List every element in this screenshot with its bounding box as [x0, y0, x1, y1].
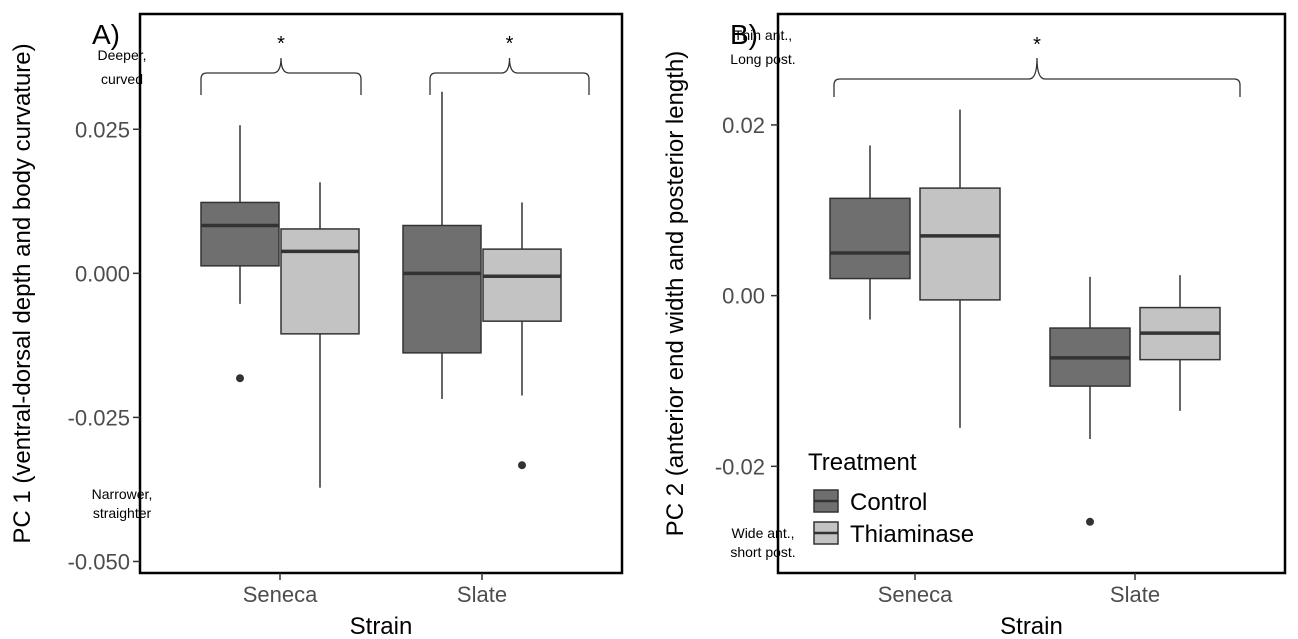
box-control-slate [402, 91, 482, 399]
y-tick-label: 0.00 [722, 284, 765, 309]
y-axis-title: PC 1 (ventral-dorsal depth and body curv… [9, 43, 36, 543]
box-control-seneca [200, 125, 280, 383]
box-iqr [402, 224, 482, 354]
box-thiaminase-seneca [280, 182, 360, 488]
y-tick-label: -0.050 [68, 549, 130, 574]
annotation-bottom-line: Narrower, [92, 486, 153, 502]
box-thiaminase-slate [482, 202, 562, 470]
y-tick-label: -0.025 [68, 405, 130, 430]
legend-title: Treatment [808, 449, 917, 476]
annotation-top-line: Thin ant., [734, 27, 792, 43]
outlier-point [518, 461, 526, 470]
significance-star: * [277, 33, 285, 55]
annotation-top-line: curved [101, 71, 143, 87]
legend-label: Thiaminase [850, 521, 974, 548]
x-tick-label: Seneca [243, 582, 318, 607]
box-iqr [919, 187, 1001, 301]
y-axis-title: PC 2 (anterior end width and posterior l… [662, 51, 689, 537]
annotation-top-line: Long post. [730, 51, 795, 67]
box-thiaminase-slate [1139, 275, 1221, 411]
significance-star: * [506, 33, 514, 55]
x-axis-title: Strain [1000, 613, 1063, 639]
box-control-slate [1049, 276, 1131, 526]
box-thiaminase-seneca [919, 109, 1001, 428]
x-tick-label: Slate [1110, 582, 1160, 607]
plot-frame-0 [138, 12, 624, 575]
annotation-bottom-line: straighter [93, 505, 152, 521]
box-iqr [829, 197, 911, 280]
legend-label: Control [850, 489, 927, 516]
legend-item-control: Control [813, 489, 927, 516]
significance-bracket [429, 57, 590, 95]
x-axis-title: Strain [350, 613, 413, 639]
panel-label: B) [730, 19, 758, 50]
outlier-point [236, 374, 244, 383]
legend-item-thiaminase: Thiaminase [813, 521, 974, 548]
box-control-seneca [829, 145, 911, 320]
box-iqr [280, 228, 360, 335]
annotation-bottom-line: Wide ant., [731, 525, 794, 541]
y-tick-label: -0.02 [715, 454, 765, 479]
outlier-point [1086, 517, 1094, 526]
y-tick-label: 0.000 [75, 261, 130, 286]
significance-star: * [1033, 34, 1041, 56]
annotation-bottom-line: short post. [730, 544, 795, 560]
box-iqr [200, 201, 280, 267]
annotation-top-line: Deeper, [97, 47, 146, 63]
y-tick-label: 0.025 [75, 117, 130, 142]
significance-bracket [200, 57, 362, 95]
significance-bracket [833, 57, 1241, 97]
panel-label: A) [92, 19, 120, 50]
y-tick-label: 0.02 [722, 113, 765, 138]
plot-frame-1 [776, 12, 1287, 575]
box-iqr [482, 248, 562, 322]
x-tick-label: Slate [457, 582, 507, 607]
x-tick-label: Seneca [878, 582, 953, 607]
